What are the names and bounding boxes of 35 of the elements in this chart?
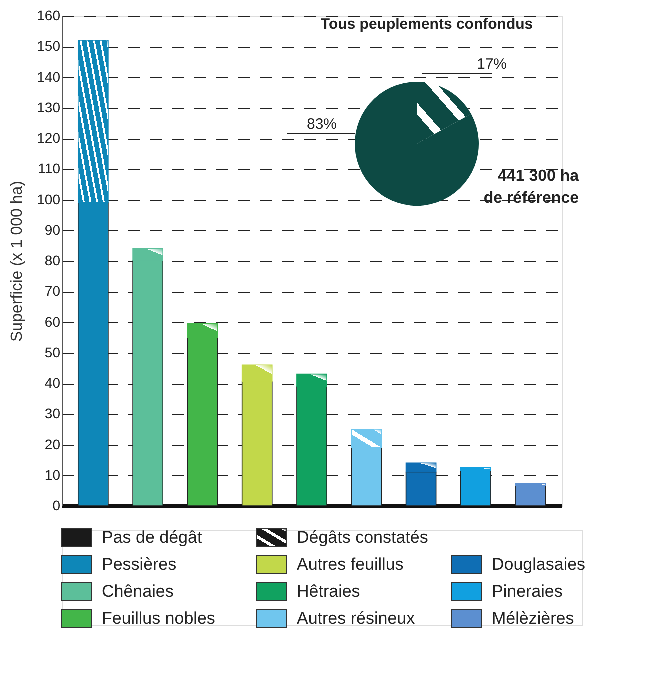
pie-slice — [355, 82, 479, 206]
legend-label: Mélèzières — [492, 609, 574, 628]
y-tick-label: 80 — [44, 252, 61, 268]
y-tick-label: 120 — [37, 130, 61, 146]
y-tick-label: 140 — [37, 68, 61, 85]
legend-label: Dégâts constatés — [297, 528, 428, 547]
y-tick-label: 160 — [37, 8, 61, 24]
legend-label: Chênaies — [102, 582, 174, 601]
y-axis-title: Superficie (x 1 000 ha) — [9, 181, 26, 342]
bar — [515, 486, 546, 506]
y-tick-label: 150 — [37, 38, 61, 54]
y-tick-label: 50 — [44, 344, 61, 360]
data-label: 17% — [477, 56, 508, 73]
y-tick-label: 30 — [44, 406, 61, 422]
y-tick-label: 10 — [44, 466, 61, 483]
legend-label: Pineraies — [492, 582, 563, 601]
y-tick-label: 110 — [38, 160, 61, 177]
y-tick-label: 130 — [37, 99, 61, 116]
pie-slice — [417, 82, 472, 144]
legend-label: Autres résineux — [297, 609, 416, 628]
y-tick-label: 0 — [52, 498, 61, 514]
y-tick-label: 20 — [44, 436, 61, 452]
y-tick-label: 90 — [44, 222, 61, 238]
y-tick-label: 60 — [44, 314, 61, 330]
legend-label: Feuillus nobles — [102, 609, 216, 628]
legend-label: Douglasaies — [492, 555, 586, 574]
legend-label: Autres feuillus — [297, 555, 404, 574]
y-tick-label: 70 — [44, 283, 61, 300]
chart-title: Tous peuplements confondus — [320, 16, 534, 33]
y-tick-label: 100 — [37, 191, 61, 208]
legend-label: Pessières — [102, 555, 177, 574]
text: Pas de dégât — [102, 528, 202, 547]
data-label: 83% — [307, 116, 338, 133]
legend-label: Hêtraies — [297, 582, 360, 601]
y-tick-label: 40 — [44, 375, 61, 391]
